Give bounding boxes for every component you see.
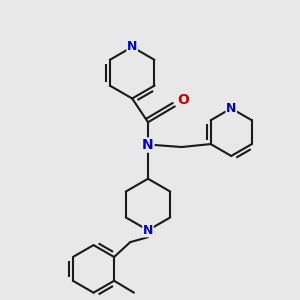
Text: N: N	[142, 138, 154, 152]
Text: N: N	[127, 40, 137, 53]
Text: N: N	[143, 224, 153, 237]
Text: N: N	[226, 102, 236, 115]
Text: O: O	[177, 94, 189, 107]
